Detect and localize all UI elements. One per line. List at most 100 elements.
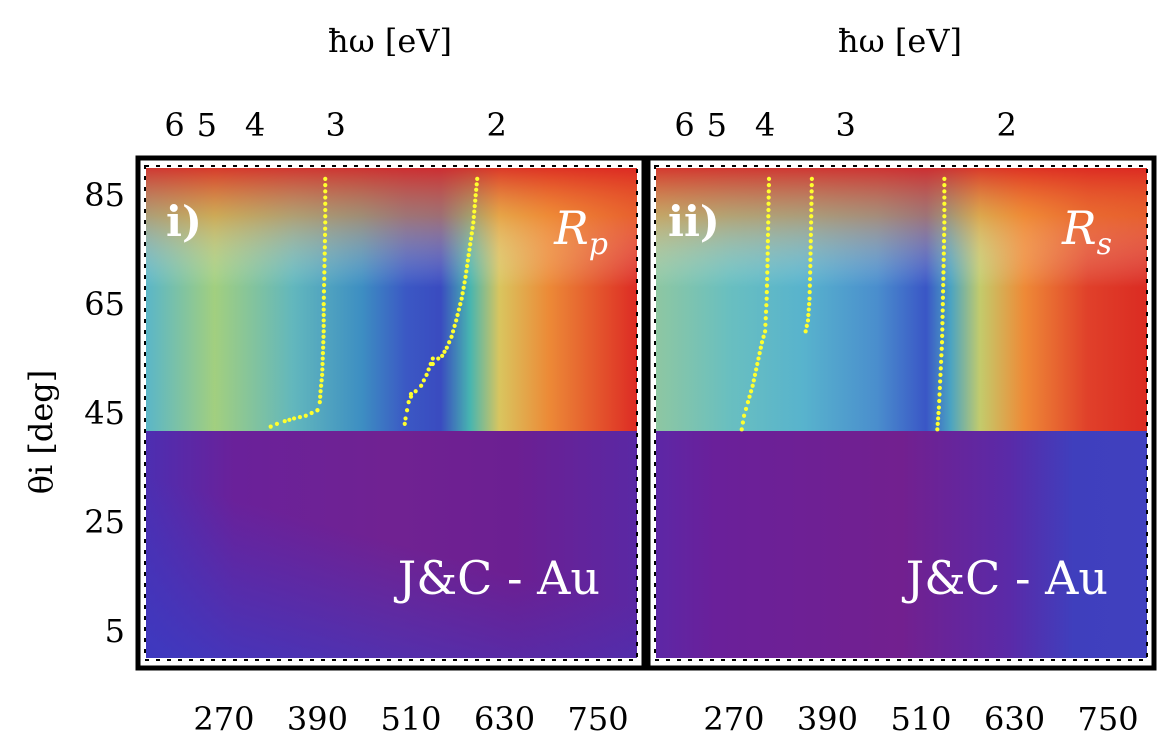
curve-dot: [942, 201, 947, 206]
curve-dot: [430, 356, 435, 361]
curve-dot: [413, 389, 418, 394]
curve-dot: [440, 353, 445, 358]
curve-dot: [466, 253, 471, 258]
curve-dot: [754, 367, 759, 372]
curve-dot: [766, 189, 771, 194]
curve-dot: [419, 383, 424, 388]
x-tick-label: 750: [1077, 700, 1138, 738]
curve-dot: [321, 289, 327, 294]
curve-dot: [806, 307, 811, 312]
top-tick-label: 4: [245, 106, 265, 144]
curve-dot: [939, 340, 945, 345]
curve-dot: [741, 413, 747, 418]
annotation-i: J&C - Au: [394, 551, 600, 605]
curve-dot: [322, 239, 328, 244]
curve-dot: [938, 366, 943, 371]
curve-dot: [939, 346, 944, 351]
curve-dot: [807, 276, 813, 282]
curve-dot: [320, 356, 325, 361]
curve-dot: [766, 195, 771, 200]
curve-dot: [745, 400, 751, 405]
quantity-sub-rp: p: [589, 227, 608, 262]
quantity-label-rs: Rs: [1061, 201, 1112, 262]
curve-dot: [468, 242, 473, 247]
curve-dot: [323, 226, 328, 231]
y-tick-label: 85: [84, 176, 125, 214]
curve-dot: [942, 195, 947, 200]
curve-dot: [809, 189, 814, 194]
curve-dot: [750, 383, 755, 388]
curve-dot: [471, 220, 476, 225]
curve-dot: [759, 340, 765, 345]
curve-dot: [322, 270, 327, 275]
top-tick-label: 3: [325, 106, 345, 144]
curve-dot: [268, 424, 273, 429]
curve-dot: [809, 183, 814, 188]
x-tick-label: 390: [797, 700, 858, 738]
curve-dot: [937, 398, 942, 404]
curve-dot: [321, 302, 326, 307]
curve-dot: [938, 359, 944, 364]
curve-dot: [940, 308, 945, 313]
x-tick-label: 270: [703, 700, 764, 738]
curve-dot: [766, 183, 771, 188]
curve-dot: [318, 394, 323, 399]
panel-rp: [146, 168, 637, 658]
curve-dot: [807, 302, 812, 307]
curve-dot: [941, 282, 946, 288]
curve-dot: [766, 207, 771, 213]
x-tick-label: 510: [890, 700, 951, 738]
curve-dot: [942, 189, 947, 194]
curve-dot: [942, 220, 947, 225]
x-tick-label: 510: [380, 700, 441, 738]
curve-dot: [472, 209, 477, 214]
curve-dot: [406, 400, 411, 405]
curve-dot: [321, 323, 326, 328]
x-tick-label: 630: [984, 700, 1045, 738]
curve-dot: [424, 372, 429, 377]
curve-dot: [321, 307, 326, 312]
curve-dot: [274, 421, 280, 426]
curve-dot: [323, 195, 328, 200]
curve-dot: [942, 232, 947, 237]
curve-dot: [804, 323, 809, 328]
curve-dot: [808, 220, 814, 225]
quantity-main-rp: R: [553, 201, 589, 255]
curve-dot: [761, 334, 766, 339]
curve-dot: [942, 207, 947, 213]
curve-dot: [942, 214, 947, 219]
annotation-ii: J&C - Au: [902, 551, 1108, 605]
curve-dot: [322, 257, 327, 262]
curve-dot: [464, 263, 470, 269]
curve-dot: [460, 291, 465, 296]
curve-dot: [757, 351, 762, 356]
top-tick-label: 6: [164, 106, 184, 144]
curve-dot: [939, 353, 944, 358]
curve-dot: [426, 367, 431, 372]
curve-dot: [322, 251, 327, 256]
x-tick-label: 270: [193, 700, 254, 738]
top-tick-label: 6: [674, 106, 694, 144]
curve-dot: [809, 195, 814, 200]
curve-dot: [808, 245, 813, 250]
curve-dot: [765, 245, 770, 250]
curve-dot: [447, 340, 452, 345]
curve-dot: [803, 329, 808, 334]
curve-dot: [808, 226, 814, 231]
curve-dot: [936, 416, 941, 421]
curve-dot: [941, 270, 946, 275]
heatmap-upper-fade: [146, 168, 637, 433]
curve-dot: [808, 257, 813, 262]
curve-dot: [323, 207, 328, 213]
curve-dot: [764, 296, 769, 301]
curve-dot: [766, 220, 771, 225]
curve-dot: [464, 269, 469, 274]
dotted-curves-rs: [739, 176, 947, 432]
curve-dot: [942, 226, 947, 231]
curve-dot: [320, 361, 325, 367]
curve-dot: [323, 189, 328, 194]
curve-dot: [808, 251, 813, 256]
y-axis-title: θi [deg]: [22, 370, 60, 495]
curve-dot: [455, 312, 460, 318]
curve-dot: [449, 334, 454, 339]
